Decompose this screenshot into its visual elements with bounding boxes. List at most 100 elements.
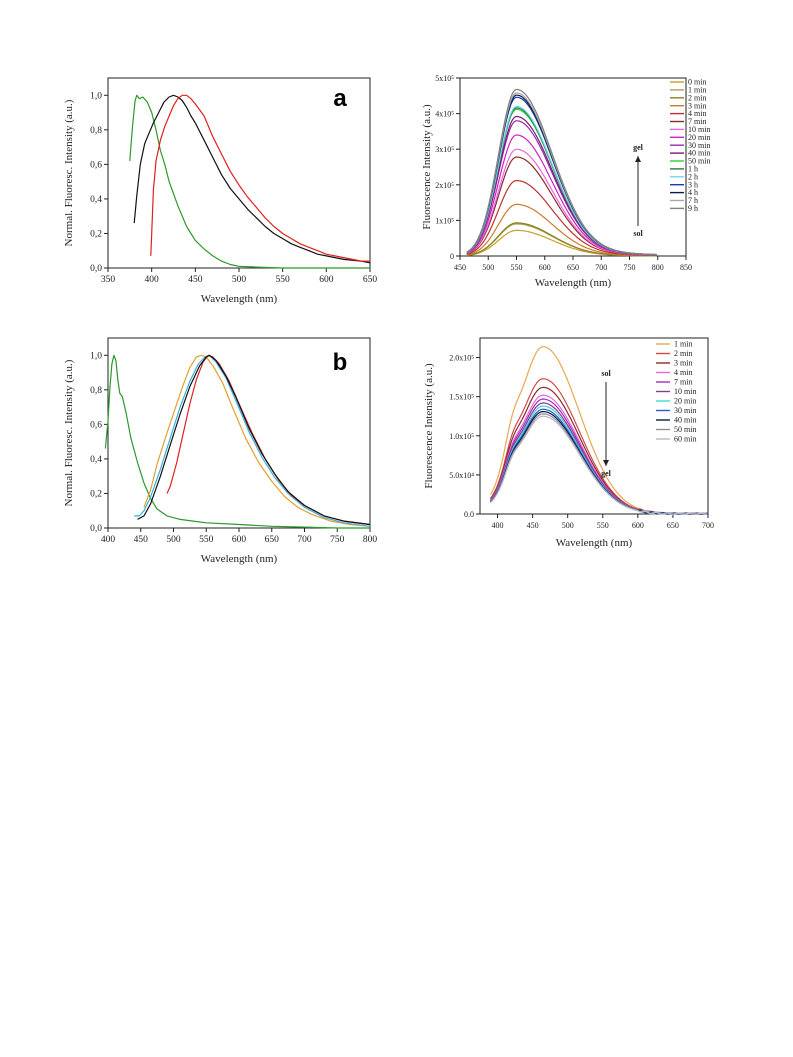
y-axis-title: Fluorescence Intensity (a.u.) [423,363,435,489]
arrow-head [603,460,609,466]
y-tick-label: 1.0x10⁵ [449,432,474,441]
x-tick-label: 400 [145,275,160,285]
legend-label: 7 h [688,196,698,205]
legend-label: 0 min [688,78,706,87]
y-tick-label: 2.0x10⁵ [449,354,474,363]
x-tick-label: 450 [188,275,203,285]
x-tick-label: 600 [632,521,644,530]
legend-label: 2 min [674,349,692,358]
legend-label: 2 min [688,93,706,102]
y-tick-label: 0,6 [90,160,102,170]
legend-label: 7 min [674,378,692,387]
legend-label: 30 min [688,141,710,150]
legend-label: 1 h [688,165,698,174]
series-line-16 [466,88,657,256]
series-line-9 [466,115,657,256]
x-tick-label: 700 [702,521,714,530]
series-line-3 [466,203,657,257]
series-line-0 [466,229,657,257]
annotation-top: gel [633,143,644,152]
series-line-4 [137,354,371,526]
chart-b-svg: 400 450 500 550 600 650 700 750 800 0,0 0,2 0,4 0,6 0… [63,337,378,565]
y-tick-label: 0 [450,252,454,261]
x-axis-title: Wavelength (nm) [535,277,612,289]
x-tick-label: 500 [166,535,181,545]
x-tick-label: 650 [567,263,579,272]
legend-label: 7 min [688,117,706,126]
panel-letter: b [333,349,348,376]
annotation-bottom: sol [633,229,643,238]
x-tick-label: 450 [454,263,466,272]
chart-a-kinetics-svg: 450 500 550 600 650 700 750 800 850 0 1x10⁵ 2x10⁵ 3x… [421,74,710,289]
y-tick-label: 1,0 [90,351,102,361]
x-tick-label: 700 [595,263,607,272]
series-line-1 [133,94,371,264]
legend-label: 50 min [688,157,710,166]
y-tick-label: 0.0 [464,510,474,519]
x-tick-label: 400 [101,535,116,545]
x-tick-label: 500 [482,263,494,272]
series-line-2 [466,222,657,257]
legend-label: 4 h [688,188,698,197]
x-axis-title: Wavelength (nm) [201,293,278,305]
x-axis-title: Wavelength (nm) [556,537,633,549]
legend-label: 1 min [674,340,692,349]
y-tick-label: 0,8 [90,386,102,396]
series-line-10 [490,415,708,515]
y-tick-label: 4x10⁵ [435,110,454,119]
legend-label: 40 min [674,416,696,425]
x-tick-label: 400 [492,521,504,530]
chart-b-kinetics-svg: 400 450 500 550 600 650 700 0.0 5.0x10⁴ 1.0x10⁵ 1.… [423,337,714,549]
legend-label: 20 min [688,133,710,142]
arrow-head [635,156,641,162]
plot-frame [107,77,371,269]
x-tick-label: 550 [597,521,609,530]
chart-panel-b-kinetics: 400 450 500 550 600 650 700 0.0 5.0x10⁴ 1.0x10⁵ 1.… [420,330,730,560]
chart-panel-a-kinetics: 450 500 550 600 650 700 750 800 850 0 1x10⁵ 2x10⁵ 3x… [420,70,730,300]
y-tick-label: 0,6 [90,420,102,430]
x-axis-title: Wavelength (nm) [201,553,278,565]
y-tick-label: 0,2 [90,489,102,499]
legend-label: 9 h [688,204,698,213]
plot-frame [479,337,709,515]
x-tick-label: 550 [276,275,291,285]
legend-label: 3 h [688,180,698,189]
y-tick-label: 2x10⁵ [435,181,454,190]
x-tick-label: 600 [319,275,334,285]
legend-label: 60 min [674,435,696,444]
x-tick-label: 850 [680,263,692,272]
y-axis-title: Fluorescence Intensity (a.u.) [421,104,433,230]
legend-label: 10 min [674,387,696,396]
series-line-2 [134,354,371,527]
x-tick-label: 450 [527,521,539,530]
chart-panel-a-normalized: 350 400 450 500 550 600 650 0,0 0,2 0,4 0,6 0,8 1,0 W… [60,70,380,310]
annotation-bottom: gel [601,469,612,478]
chart-panel-b-normalized: 400 450 500 550 600 650 700 750 800 0,0 0,2 0,4 0,6 0… [60,330,380,570]
x-tick-label: 800 [363,535,378,545]
legend-label: 40 min [688,149,710,158]
x-tick-label: 750 [624,263,636,272]
chart-a-svg: 350 400 450 500 550 600 650 0,0 0,2 0,4 0,6 0,8 1,0 W… [63,77,377,305]
series-line-0 [129,94,370,269]
series-line-2 [150,94,370,262]
y-axis-title: Normal. Fluoresc. Intensity (a.u.) [63,359,75,506]
plot-frame [459,77,687,257]
y-tick-label: 5.0x10⁴ [449,471,474,480]
x-tick-label: 500 [232,275,247,285]
legend-label: 4 min [674,368,692,377]
y-tick-label: 0,4 [90,455,102,465]
y-tick-label: 1x10⁵ [435,216,454,225]
y-tick-label: 3x10⁵ [435,145,454,154]
y-tick-label: 0,8 [90,126,102,136]
x-tick-label: 800 [652,263,664,272]
x-tick-label: 350 [101,275,116,285]
x-tick-label: 650 [667,521,679,530]
y-tick-label: 0,0 [90,524,102,534]
series-line-0 [104,354,370,529]
y-tick-label: 0,0 [90,264,102,274]
y-tick-label: 0,2 [90,229,102,239]
legend-label: 20 min [674,397,696,406]
series-line-3 [166,354,371,526]
x-tick-label: 550 [511,263,523,272]
legend-label: 1 min [688,86,706,95]
